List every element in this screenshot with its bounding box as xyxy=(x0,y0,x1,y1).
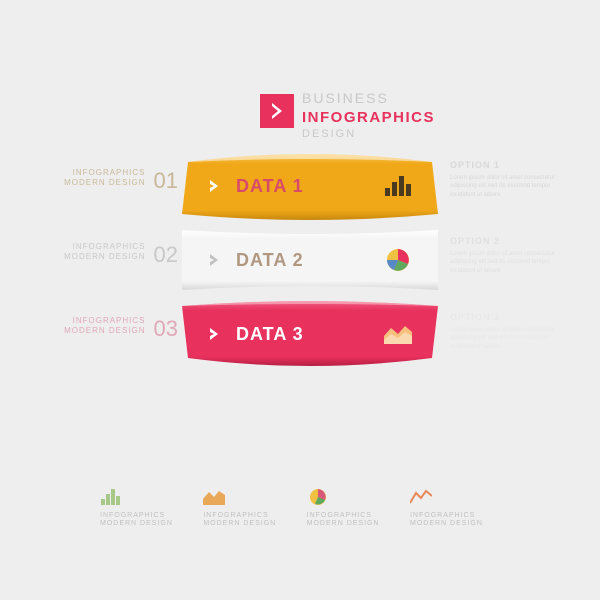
ribbon-label-3: DATA 3 xyxy=(236,324,304,345)
line-icon xyxy=(410,486,432,508)
bars-icon xyxy=(384,172,412,200)
ribbon-1: DATA 1 xyxy=(180,150,440,222)
left-sub-3: MODERN DESIGN xyxy=(64,326,145,336)
left-sub-2: MODERN DESIGN xyxy=(64,252,145,262)
ribbon-label-2: DATA 2 xyxy=(236,250,304,271)
right-body-2: Lorem ipsum dolor sit amet consectetur a… xyxy=(450,250,560,275)
footer-item-4: INFOGRAPHICS MODERN DESIGN xyxy=(410,486,500,528)
footer: INFOGRAPHICS MODERN DESIGN INFOGRAPHICS … xyxy=(100,486,500,528)
footer-item-1: INFOGRAPHICS MODERN DESIGN xyxy=(100,486,190,528)
area-icon xyxy=(384,320,412,348)
left-num-3: 03 xyxy=(154,316,178,342)
right-body-1: Lorem ipsum dolor sit amet consectetur a… xyxy=(450,174,560,199)
left-sup-3: INFOGRAPHICS xyxy=(64,316,145,326)
footer-sub-3: MODERN DESIGN xyxy=(307,520,397,527)
header-text: BUSINESS INFOGRAPHICS DESIGN xyxy=(302,90,435,141)
ribbon-stack: DATA 1 DATA 2 xyxy=(180,150,440,372)
footer-item-3: INFOGRAPHICS MODERN DESIGN xyxy=(307,486,397,528)
ribbon-label-1: DATA 1 xyxy=(236,176,304,197)
header-line1: BUSINESS xyxy=(302,90,435,108)
ribbon-3: DATA 3 xyxy=(180,298,440,370)
right-title-2: OPTION 2 xyxy=(450,236,560,246)
footer-item-2: INFOGRAPHICS MODERN DESIGN xyxy=(203,486,293,528)
left-item-1: INFOGRAPHICS MODERN DESIGN 01 xyxy=(58,168,178,242)
pie-icon xyxy=(307,486,329,508)
left-sup-2: INFOGRAPHICS xyxy=(64,242,145,252)
left-num-1: 01 xyxy=(154,168,178,194)
left-sup-1: INFOGRAPHICS xyxy=(64,168,145,178)
header-arrow-icon xyxy=(260,94,294,128)
left-item-2: INFOGRAPHICS MODERN DESIGN 02 xyxy=(58,242,178,316)
right-title-3: OPTION 3 xyxy=(450,312,560,322)
footer-title-1: INFOGRAPHICS xyxy=(100,512,190,519)
header-line2: INFOGRAPHICS xyxy=(302,108,435,127)
right-title-1: OPTION 1 xyxy=(450,160,560,170)
footer-title-2: INFOGRAPHICS xyxy=(203,512,293,519)
footer-title-3: INFOGRAPHICS xyxy=(307,512,397,519)
chevron-icon xyxy=(206,178,222,194)
left-item-3: INFOGRAPHICS MODERN DESIGN 03 xyxy=(58,316,178,390)
ribbon-2: DATA 2 xyxy=(180,224,440,296)
header-line3: DESIGN xyxy=(302,127,435,141)
right-item-1: OPTION 1 Lorem ipsum dolor sit amet cons… xyxy=(450,160,560,236)
chevron-icon xyxy=(206,252,222,268)
left-num-2: 02 xyxy=(154,242,178,268)
footer-title-4: INFOGRAPHICS xyxy=(410,512,500,519)
footer-sub-4: MODERN DESIGN xyxy=(410,520,500,527)
footer-sub-2: MODERN DESIGN xyxy=(203,520,293,527)
bars-icon xyxy=(100,486,122,508)
chevron-icon xyxy=(206,326,222,342)
area-icon xyxy=(203,486,225,508)
right-item-2: OPTION 2 Lorem ipsum dolor sit amet cons… xyxy=(450,236,560,312)
right-labels: OPTION 1 Lorem ipsum dolor sit amet cons… xyxy=(450,160,560,388)
header: BUSINESS INFOGRAPHICS DESIGN xyxy=(260,90,435,141)
right-body-3: Lorem ipsum dolor sit amet consectetur a… xyxy=(450,326,560,351)
pie-icon xyxy=(384,246,412,274)
right-item-3: OPTION 3 Lorem ipsum dolor sit amet cons… xyxy=(450,312,560,388)
left-sub-1: MODERN DESIGN xyxy=(64,178,145,188)
footer-sub-1: MODERN DESIGN xyxy=(100,520,190,527)
left-labels: INFOGRAPHICS MODERN DESIGN 01 INFOGRAPHI… xyxy=(58,168,178,390)
